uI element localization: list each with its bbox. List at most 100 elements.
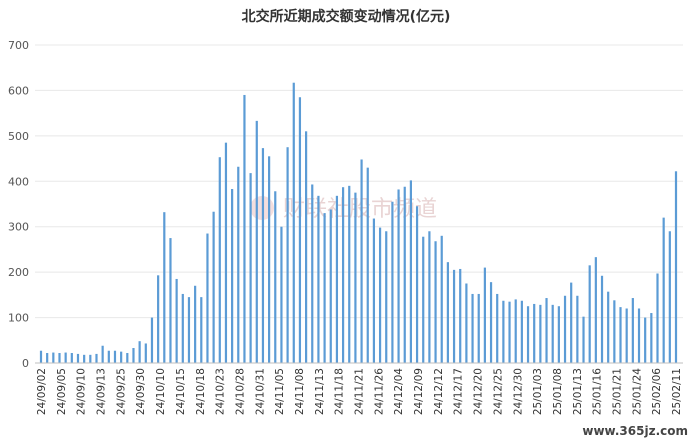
bar	[224, 142, 228, 363]
bar	[576, 295, 579, 363]
x-tick-label: 25/01/24	[631, 368, 643, 415]
bar	[187, 297, 191, 363]
bar	[415, 206, 419, 363]
bar	[668, 231, 671, 363]
bar	[391, 201, 394, 363]
bar	[280, 226, 283, 363]
bar	[83, 354, 86, 363]
x-tick-label: 24/12/17	[453, 368, 465, 415]
x-tick-label: 24/10/23	[215, 368, 227, 415]
bar	[440, 235, 443, 363]
bar	[274, 191, 277, 363]
x-tick-label: 24/09/10	[76, 368, 88, 415]
bar	[656, 273, 659, 363]
bar	[311, 184, 314, 363]
bar	[514, 299, 517, 363]
bar	[120, 351, 123, 363]
bar	[520, 300, 523, 363]
bar	[360, 159, 363, 363]
bar	[557, 306, 560, 363]
bar	[212, 211, 215, 363]
bar	[446, 262, 449, 363]
bar	[144, 343, 147, 363]
bar	[508, 301, 511, 363]
bar	[452, 269, 456, 363]
bar	[662, 217, 665, 363]
y-tick-label: 600	[8, 84, 29, 97]
bar	[502, 300, 505, 363]
bar	[268, 156, 271, 363]
x-tick-label: 24/11/13	[314, 368, 326, 415]
x-tick-label: 24/09/05	[56, 368, 68, 415]
x-tick-label: 24/11/05	[274, 368, 286, 415]
bar	[539, 304, 542, 363]
site-watermark: www.365jz.com	[582, 424, 688, 438]
bar	[650, 313, 653, 363]
y-tick-label: 700	[8, 39, 29, 52]
bar	[64, 352, 67, 363]
bar	[582, 316, 585, 363]
bar	[477, 293, 480, 363]
x-tick-label: 24/10/15	[175, 368, 187, 415]
bar	[150, 317, 154, 363]
bar	[588, 265, 591, 363]
bar	[372, 218, 376, 363]
bar	[107, 350, 110, 363]
bar	[483, 267, 486, 363]
bar	[619, 307, 622, 363]
x-tick-label: 24/12/30	[512, 368, 524, 415]
gridlines	[35, 44, 683, 319]
bar	[249, 173, 252, 363]
bar	[329, 209, 332, 363]
bar	[39, 350, 43, 363]
bar	[194, 285, 197, 363]
bar	[70, 353, 73, 363]
bar	[637, 308, 641, 363]
x-tick-label: 24/12/12	[433, 368, 445, 415]
x-tick-label: 25/01/08	[552, 368, 564, 415]
bar	[625, 308, 628, 363]
bar	[385, 231, 388, 363]
y-tick-label: 300	[8, 221, 29, 234]
x-tick-label: 24/12/09	[413, 368, 425, 415]
bar	[471, 293, 474, 363]
bar	[175, 278, 178, 363]
bar	[354, 192, 357, 363]
bar	[286, 147, 289, 363]
x-tick-label: 24/11/26	[373, 368, 385, 415]
bar	[113, 350, 117, 363]
bar	[126, 353, 129, 363]
x-tick-label: 24/10/18	[195, 368, 207, 415]
bar	[58, 353, 61, 363]
bar	[428, 231, 431, 363]
y-tick-label: 0	[22, 357, 29, 370]
x-tick-label: 24/09/02	[36, 368, 48, 415]
bar	[89, 354, 92, 363]
x-tick-label: 24/12/25	[492, 368, 504, 415]
bar	[206, 233, 209, 363]
x-tick-label: 24/10/10	[155, 368, 167, 415]
bar	[644, 317, 647, 363]
bar	[231, 189, 234, 363]
bar	[218, 157, 221, 363]
bar	[409, 180, 412, 363]
bar	[594, 257, 597, 363]
x-tick-label: 25/01/03	[532, 368, 544, 415]
bar	[317, 195, 320, 363]
bar	[46, 353, 49, 363]
bar	[403, 186, 406, 363]
bar	[459, 268, 462, 363]
x-tick-label: 24/09/13	[96, 368, 108, 415]
bar	[496, 293, 499, 363]
bar	[305, 131, 308, 363]
bar	[255, 120, 258, 364]
x-tick-label: 24/10/28	[234, 368, 246, 415]
bar	[157, 275, 160, 363]
bar	[533, 303, 536, 363]
y-axis: 0 100 200 300 400 500 600 700	[8, 39, 29, 370]
bars	[39, 82, 678, 364]
bar	[378, 227, 382, 363]
y-tick-label: 100	[8, 312, 29, 325]
bar	[366, 167, 369, 363]
